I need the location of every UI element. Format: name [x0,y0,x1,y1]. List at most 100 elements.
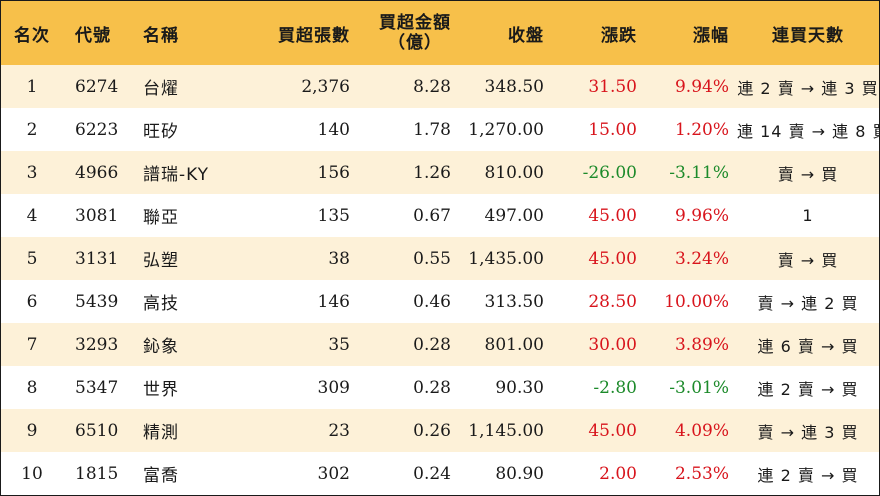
cell-net-lots: 140 [317,119,350,140]
cell-code: 3131 [75,248,119,269]
cell-streak: 賣 → 連 2 買 [757,293,859,313]
cell-pct: 9.94% [674,76,729,97]
header-streak: 連買天數 [772,25,844,46]
cell-net-amount: 0.24 [413,463,451,484]
cell-name: 譜瑞-KY [143,165,210,185]
header-net-lots: 買超張數 [278,25,350,46]
cell-streak: 1 [802,206,814,225]
cell-code: 5347 [75,377,119,398]
header-change: 漲跌 [601,25,637,46]
cell-streak: 連 6 賣 → 買 [757,336,859,356]
cell-net-amount: 0.28 [413,377,451,398]
cell-code: 6223 [75,119,119,140]
cell-net-lots: 156 [317,162,350,183]
cell-net-amount: 0.55 [413,248,451,269]
cell-change: 28.50 [588,291,637,312]
cell-pct: 9.96% [674,205,729,226]
cell-code: 6510 [75,420,119,441]
cell-pct: 3.24% [674,248,729,269]
cell-net-lots: 2,376 [301,76,350,97]
cell-net-lots: 135 [317,205,350,226]
header-net-amount-line1: 買超金額 [379,13,451,33]
cell-change: 45.00 [588,205,637,226]
cell-net-lots: 35 [328,334,350,355]
cell-streak: 連 2 賣 → 連 3 買 [737,78,879,98]
cell-streak: 賣 → 買 [777,164,839,184]
cell-net-lots: 38 [328,248,350,269]
cell-pct: 10.00% [664,291,729,312]
cell-rank: 9 [26,420,38,441]
cell-pct: 3.89% [674,334,729,355]
cell-streak: 賣 → 連 3 買 [757,422,859,442]
cell-change: -2.80 [593,377,637,398]
cell-close: 1,270.00 [468,119,544,140]
cell-pct: 2.53% [674,463,729,484]
cell-close: 80.90 [495,463,544,484]
cell-name: 高技 [143,294,179,314]
cell-pct: 4.09% [674,420,729,441]
cell-change: 45.00 [588,248,637,269]
cell-net-amount: 0.26 [413,420,451,441]
table-row: 9 6510 精測 23 0.26 1,145.00 45.00 4.09% 賣 → 連 3 買 [1,409,879,452]
cell-name: 世界 [143,380,179,400]
cell-code: 5439 [75,291,119,312]
cell-code: 3081 [75,205,119,226]
cell-rank: 5 [26,248,38,269]
cell-net-lots: 302 [317,463,350,484]
cell-change: -26.00 [582,162,637,183]
cell-net-amount: 8.28 [413,76,451,97]
cell-change: 30.00 [588,334,637,355]
cell-close: 348.50 [484,76,544,97]
cell-streak: 賣 → 買 [777,250,839,270]
cell-code: 4966 [75,162,119,183]
cell-rank: 6 [26,291,38,312]
header-rank: 名次 [14,25,50,46]
table-header: 名次 代號 名稱 買超張數 買超金額 （億） 收盤 漲跌 漲幅 連買天數 [1,1,879,65]
cell-close: 90.30 [495,377,544,398]
cell-change: 31.50 [588,76,637,97]
header-close: 收盤 [508,25,544,46]
cell-streak: 連 2 賣 → 買 [757,465,859,485]
table-body: 1 6274 台燿 2,376 8.28 348.50 31.50 9.94% 連 2 賣 → … [1,65,879,495]
header-net-amount: 買超金額 （億） [358,1,459,65]
cell-streak: 連 2 賣 → 買 [757,379,859,399]
table-row: 3 4966 譜瑞-KY 156 1.26 810.00 -26.00 -3.11% 賣 → 買 [1,151,879,194]
cell-change: 2.00 [599,463,637,484]
cell-name: 精測 [143,423,179,443]
cell-rank: 4 [26,205,38,226]
table-row: 10 1815 富喬 302 0.24 80.90 2.00 2.53% 連 2 賣 → 買 [1,452,879,495]
cell-streak: 連 14 賣 → 連 8 買 [737,121,880,141]
cell-code: 3293 [75,334,119,355]
cell-close: 1,435.00 [468,248,544,269]
cell-pct: -3.11% [669,162,729,183]
cell-rank: 10 [21,463,43,484]
cell-pct: 1.20% [674,119,729,140]
cell-rank: 1 [26,76,38,97]
cell-change: 15.00 [588,119,637,140]
table-row: 1 6274 台燿 2,376 8.28 348.50 31.50 9.94% 連 2 賣 → … [1,65,879,108]
cell-net-amount: 0.67 [413,205,451,226]
cell-close: 810.00 [484,162,544,183]
cell-name: 富喬 [143,466,179,486]
table-row: 4 3081 聯亞 135 0.67 497.00 45.00 9.96% 1 [1,194,879,237]
cell-net-amount: 0.28 [413,334,451,355]
table-row: 5 3131 弘塑 38 0.55 1,435.00 45.00 3.24% 賣 → 買 [1,237,879,280]
header-row: 名次 代號 名稱 買超張數 買超金額 （億） 收盤 漲跌 漲幅 連買天數 [1,1,879,65]
cell-rank: 8 [26,377,38,398]
cell-pct: -3.01% [669,377,729,398]
cell-name: 聯亞 [143,208,179,228]
cell-close: 497.00 [484,205,544,226]
header-name: 名稱 [143,25,179,46]
cell-name: 旺矽 [143,122,179,142]
cell-net-amount: 1.26 [413,162,451,183]
table-row: 2 6223 旺矽 140 1.78 1,270.00 15.00 1.20% 連 14 賣 →… [1,108,879,151]
cell-rank: 3 [26,162,38,183]
cell-net-lots: 146 [317,291,350,312]
header-net-amount-line2: （億） [388,33,442,53]
cell-name: 台燿 [143,79,179,99]
table-row: 8 5347 世界 309 0.28 90.30 -2.80 -3.01% 連 2 賣 → 買 [1,366,879,409]
cell-net-lots: 309 [317,377,350,398]
cell-net-amount: 0.46 [413,291,451,312]
